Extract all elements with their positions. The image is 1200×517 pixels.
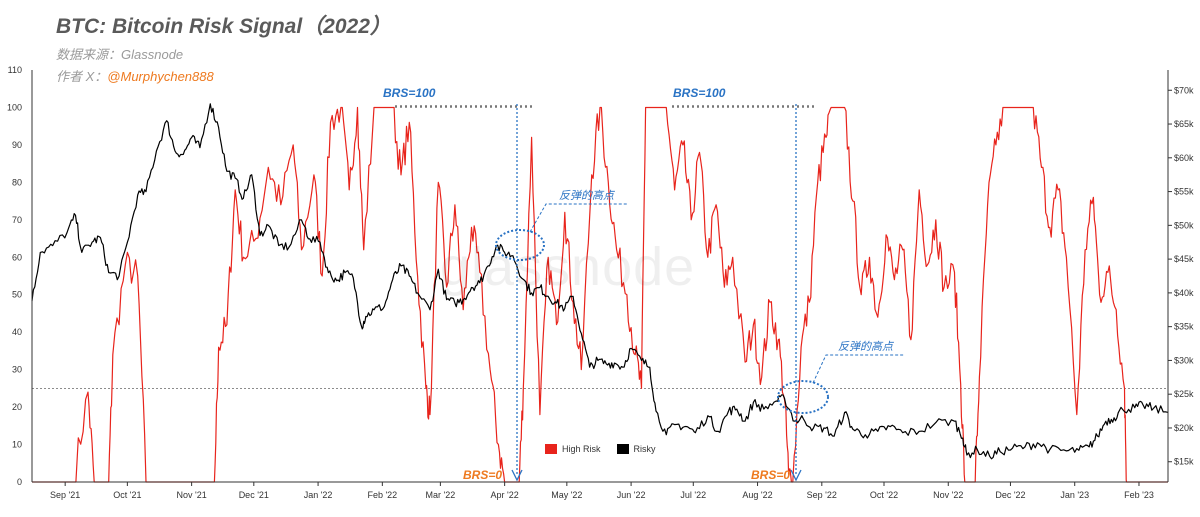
- y-right-tick-label: $45k: [1174, 254, 1194, 264]
- x-tick-label: Feb '22: [367, 490, 397, 500]
- x-tick-label: May '22: [551, 490, 582, 500]
- risky-series-layer: [31, 103, 1169, 460]
- y-left-tick-label: 90: [12, 140, 22, 150]
- x-tick-label: Dec '22: [995, 490, 1025, 500]
- rebound-leader-second: [812, 354, 904, 384]
- legend-swatch-high-risk: [545, 444, 557, 454]
- y-left-tick-label: 70: [12, 215, 22, 225]
- x-tick-label: Nov '22: [933, 490, 963, 500]
- annotation-rebound-second: 反弹的高点: [838, 341, 893, 353]
- annotation-brs100-second: BRS=100: [673, 86, 726, 100]
- y-right-tick-label: $50k: [1174, 220, 1194, 230]
- y-left-tick-label: 60: [12, 252, 22, 262]
- y-right-tick-label: $25k: [1174, 389, 1194, 399]
- series-line-high-risk: [32, 106, 1168, 483]
- annotation-brs0-second: BRS=0: [751, 468, 791, 482]
- series-line-risky: [31, 103, 1169, 460]
- y-left-tick-label: 100: [7, 102, 22, 112]
- x-tick-label: Mar '22: [426, 490, 456, 500]
- y-right-tick-label: $20k: [1174, 423, 1194, 433]
- y-left-tick-label: 40: [12, 327, 22, 337]
- x-tick-label: Feb '23: [1124, 490, 1154, 500]
- y-right-tick-label: $60k: [1174, 153, 1194, 163]
- chart-title: BTC: Bitcoin Risk Signal（2022）: [56, 15, 391, 38]
- author-line: 作者 X：@Murphychen888: [56, 66, 214, 85]
- x-tick-label: Jun '22: [617, 490, 646, 500]
- annotation-brs0-first: BRS=0: [463, 468, 503, 482]
- x-tick-label: Dec '21: [239, 490, 269, 500]
- x-tick-label: Sep '22: [807, 490, 837, 500]
- x-tick-label: Nov '21: [177, 490, 207, 500]
- legend-item-risky[interactable]: Risky: [616, 444, 656, 454]
- rebound-circle-first: [495, 229, 545, 261]
- x-tick-label: Oct '22: [870, 490, 898, 500]
- y-left-tick-label: 80: [12, 177, 22, 187]
- x-tick-label: Sep '21: [50, 490, 80, 500]
- legend-swatch-risky: [616, 444, 629, 454]
- author-handle[interactable]: @Murphychen888: [107, 69, 214, 84]
- arrow-head-first: [511, 469, 523, 482]
- rebound-circle-second: [777, 380, 829, 414]
- y-left-tick-label: 0: [17, 477, 22, 487]
- arrow-head-second: [790, 469, 802, 482]
- x-tick-label: Apr '22: [491, 490, 519, 500]
- legend-item-high-risk[interactable]: High Risk: [545, 444, 601, 454]
- annotation-brs100-first: BRS=100: [383, 86, 436, 100]
- legend-label-risky: Risky: [633, 444, 656, 454]
- y-right-tick-label: $70k: [1174, 85, 1194, 95]
- legend: High Risk Risky: [545, 444, 666, 454]
- y-right-tick-label: $35k: [1174, 322, 1194, 332]
- x-tick-label: Jan '23: [1060, 490, 1089, 500]
- y-left-tick-label: 10: [12, 440, 22, 450]
- y-left-tick-label: 30: [12, 365, 22, 375]
- x-tick-label: Jul '22: [680, 490, 706, 500]
- high-risk-series-layer: [32, 106, 1168, 483]
- watermark: glassnode: [440, 237, 696, 297]
- x-tick-label: Aug '22: [742, 490, 772, 500]
- y-left-tick-label: 20: [12, 402, 22, 412]
- y-left-tick-label: 50: [12, 290, 22, 300]
- x-tick-label: Oct '21: [113, 490, 141, 500]
- y-right-tick-label: $15k: [1174, 457, 1194, 467]
- data-source: 数据来源：Glassnode: [56, 47, 184, 62]
- annotation-rebound-first: 反弹的高点: [559, 190, 614, 202]
- x-tick-label: Jan '22: [304, 490, 333, 500]
- annotation-layer: [395, 104, 904, 482]
- y-right-tick-label: $40k: [1174, 288, 1194, 298]
- y-right-tick-label: $55k: [1174, 187, 1194, 197]
- rebound-leader-first: [529, 203, 627, 233]
- axes-layer: 0 10 20 30 40 50 60 70 80 90 100 110 $15k $20k $25k $30…: [7, 65, 1194, 500]
- y-right-tick-label: $30k: [1174, 355, 1194, 365]
- legend-label-high-risk: High Risk: [562, 444, 601, 454]
- y-left-tick-label: 110: [8, 65, 22, 75]
- author-prefix: 作者 X：: [56, 69, 108, 84]
- y-right-tick-label: $65k: [1174, 119, 1194, 129]
